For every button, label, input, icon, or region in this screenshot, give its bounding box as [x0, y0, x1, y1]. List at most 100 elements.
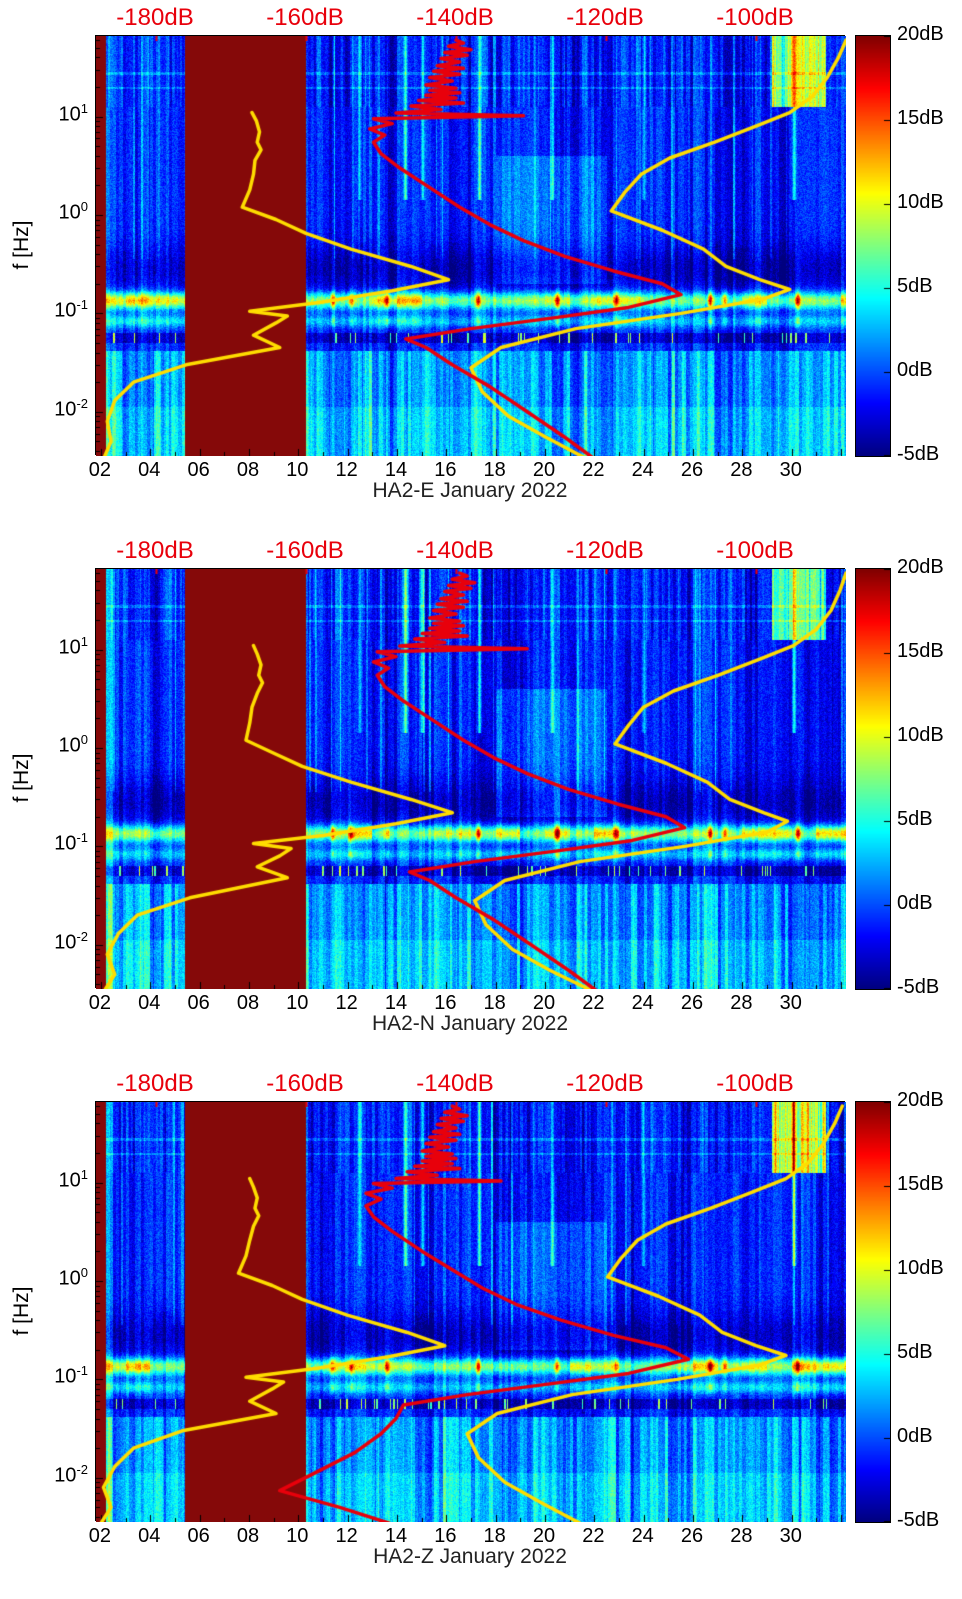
- colorbar-tick-label: 10dB: [897, 1257, 944, 1279]
- top-db-axis: -180dB -160dB -140dB -120dB -100dB: [0, 533, 962, 567]
- colorbar: [855, 568, 891, 990]
- x-tick-label: 16: [434, 1525, 457, 1547]
- x-tick-label: 20: [532, 459, 556, 481]
- spectrogram-panel-ha2-n: -180dB -160dB -140dB -120dB -100dB f [Hz] 10…: [0, 533, 962, 1066]
- x-tick-label: 12: [335, 1525, 358, 1547]
- x-tick-label: 12: [335, 992, 358, 1014]
- top-axis-label: -120dB: [566, 537, 644, 564]
- x-tick-label: 10: [286, 459, 309, 481]
- x-tick-label: 20: [532, 1525, 556, 1547]
- plot-area: [95, 35, 846, 456]
- x-tick-label: 24: [631, 992, 654, 1014]
- y-tick-label: 10-2: [54, 1461, 88, 1487]
- top-axis-label: -140dB: [416, 1070, 494, 1097]
- x-tick-label: 26: [680, 1525, 704, 1547]
- plot-area: [95, 568, 846, 989]
- x-tick-label: 04: [138, 992, 161, 1014]
- x-tick-label: 14: [384, 992, 408, 1014]
- spectrogram-canvas: [96, 1102, 846, 1522]
- x-tick-label: 30: [779, 1525, 802, 1547]
- x-tick-label: 18: [483, 1525, 506, 1547]
- colorbar-tick-label: 15dB: [897, 107, 944, 129]
- colorbar: [855, 35, 891, 457]
- y-tick-labels: 101 100 10-1 10-2: [0, 533, 88, 1066]
- x-tick-label: 08: [236, 992, 260, 1014]
- x-tick-label: 22: [582, 1525, 605, 1547]
- x-tick-label: 10: [286, 1525, 309, 1547]
- panel-title: HA2-N January 2022: [371, 1012, 569, 1035]
- x-tick-label: 22: [582, 459, 605, 481]
- top-axis-label: -180dB: [116, 1070, 194, 1097]
- colorbar-tick-label: 10dB: [897, 191, 944, 213]
- top-db-axis: -180dB -160dB -140dB -120dB -100dB: [0, 0, 962, 34]
- y-tick-label: 100: [58, 1265, 88, 1290]
- x-tick-label: 02: [88, 992, 112, 1014]
- top-axis-label: -140dB: [416, 4, 494, 31]
- x-tick-label: 20: [532, 992, 556, 1014]
- colorbar-tick-label: 5dB: [897, 275, 933, 297]
- x-tick-label: 02: [88, 459, 112, 481]
- top-axis-label: -180dB: [116, 4, 194, 31]
- top-axis-label: -100dB: [716, 537, 794, 564]
- colorbar: [855, 1101, 891, 1523]
- colorbar-tick-labels: 20dB 15dB 10dB 5dB 0dB -5dB: [895, 1066, 961, 1599]
- colorbar-tick-label: -5dB: [897, 976, 940, 998]
- x-tick-label: 06: [187, 459, 210, 481]
- panel-title: HA2-Z January 2022: [373, 1545, 567, 1568]
- x-tick-label: 24: [631, 459, 654, 481]
- y-tick-labels: 101 100 10-1 10-2: [0, 1066, 88, 1599]
- top-axis-label: -100dB: [716, 4, 794, 31]
- colorbar-tick-labels: 20dB 15dB 10dB 5dB 0dB -5dB: [895, 533, 961, 1066]
- y-tick-label: 100: [58, 732, 88, 757]
- colorbar-tick-label: 15dB: [897, 640, 944, 662]
- colorbar-tick-label: 0dB: [897, 1425, 933, 1447]
- colorbar-tick-label: 15dB: [897, 1173, 944, 1195]
- x-tick-label: 24: [631, 1525, 654, 1547]
- x-tick-label: 14: [384, 1525, 408, 1547]
- x-tick-label: 28: [730, 1525, 753, 1547]
- x-tick-label: 28: [730, 992, 753, 1014]
- x-tick-label: 16: [434, 992, 457, 1014]
- x-tick-label: 22: [582, 992, 605, 1014]
- x-tick-label: 18: [483, 992, 506, 1014]
- x-tick-label: 16: [434, 459, 457, 481]
- colorbar-tick-label: 5dB: [897, 808, 933, 830]
- colorbar-tick-label: 10dB: [897, 724, 944, 746]
- x-tick-label: 28: [730, 459, 753, 481]
- top-axis-label: -160dB: [266, 537, 344, 564]
- x-tick-label: 30: [779, 459, 802, 481]
- y-tick-label: 101: [58, 633, 88, 659]
- y-tick-label: 10-2: [54, 395, 88, 421]
- x-tick-labels: 02 04 06 08 10 12 14 16 18 20 22 24 26 28 30: [89, 459, 845, 483]
- x-tick-label: 04: [138, 1525, 161, 1547]
- x-tick-label: 06: [187, 1525, 210, 1547]
- panel-title: HA2-E January 2022: [372, 479, 568, 502]
- y-tick-label: 10-1: [54, 297, 88, 323]
- colorbar-tick-label: 20dB: [897, 23, 944, 45]
- x-tick-label: 30: [779, 992, 802, 1014]
- top-axis-label: -100dB: [716, 1070, 794, 1097]
- colorbar-tick-label: 0dB: [897, 892, 933, 914]
- x-tick-label: 04: [138, 459, 161, 481]
- top-axis-label: -120dB: [566, 1070, 644, 1097]
- top-axis-label: -160dB: [266, 1070, 344, 1097]
- x-tick-labels: 02 04 06 08 10 12 14 16 18 20 22 24 26 28 30: [89, 992, 845, 1016]
- spectrogram-canvas: [96, 36, 846, 456]
- y-tick-label: 100: [58, 199, 88, 224]
- x-tick-label: 10: [286, 992, 309, 1014]
- top-axis-label: -120dB: [566, 4, 644, 31]
- y-tick-label: 10-1: [54, 1363, 88, 1389]
- top-axis-label: -160dB: [266, 4, 344, 31]
- y-tick-label: 10-1: [54, 830, 88, 856]
- colorbar-tick-label: 20dB: [897, 556, 944, 578]
- top-db-axis: -180dB -160dB -140dB -120dB -100dB: [0, 1066, 962, 1100]
- x-tick-label: 02: [88, 1525, 112, 1547]
- x-tick-label: 18: [483, 459, 506, 481]
- y-tick-label: 10-2: [54, 928, 88, 954]
- top-axis-label: -180dB: [116, 537, 194, 564]
- spectrogram-panel-ha2-e: -180dB -160dB -140dB -120dB -100dB f [Hz] 10…: [0, 0, 962, 533]
- x-tick-label: 26: [680, 992, 704, 1014]
- x-tick-label: 14: [384, 459, 408, 481]
- y-tick-labels: 101 100 10-1 10-2: [0, 0, 88, 533]
- x-tick-label: 08: [236, 459, 260, 481]
